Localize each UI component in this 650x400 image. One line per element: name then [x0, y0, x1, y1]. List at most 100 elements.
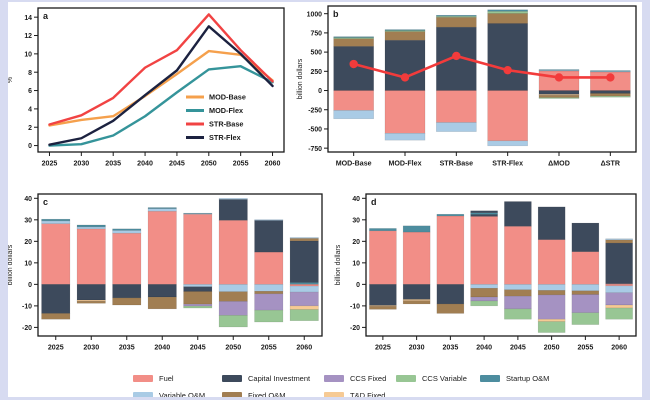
svg-text:STR-Flex: STR-Flex	[209, 133, 241, 142]
svg-text:billion dollars: billion dollars	[297, 58, 304, 99]
legend-label-fuel: Fuel	[159, 373, 174, 383]
legend-item-fuel: Fuel	[133, 372, 174, 384]
svg-text:0: 0	[318, 88, 322, 95]
legend-label-capital-investment: Capital Investment	[248, 373, 311, 383]
svg-text:%: %	[8, 77, 14, 83]
panel-c-chart: 40 30 20 10 0 -10 -20 2025 2030 2035 2040 2045 2050 2…	[8, 193, 323, 352]
svg-text:10: 10	[352, 260, 360, 267]
svg-text:STR-Base: STR-Base	[440, 160, 474, 168]
svg-text:2045: 2045	[169, 160, 185, 168]
svg-text:4: 4	[28, 106, 32, 113]
svg-text:30: 30	[24, 217, 32, 224]
svg-text:-250: -250	[308, 107, 322, 114]
legend-swatch-capital-investment	[222, 374, 242, 382]
legend-item-startup-om: Startup O&M	[480, 372, 549, 384]
svg-text:10: 10	[24, 260, 32, 267]
svg-text:2040: 2040	[154, 344, 170, 352]
legend-swatch-td-fixed	[324, 391, 344, 399]
svg-text:1000: 1000	[307, 11, 322, 18]
svg-text:b: b	[333, 9, 339, 19]
svg-text:a: a	[43, 11, 49, 21]
svg-text:2050: 2050	[201, 160, 217, 168]
svg-text:-500: -500	[308, 127, 322, 134]
svg-text:2040: 2040	[137, 160, 153, 168]
legend-swatch-startup-om	[480, 374, 500, 382]
svg-text:0: 0	[28, 282, 32, 289]
legend-swatch-fixed-om	[222, 391, 242, 399]
legend-label-td-fixed: T&D Fixed	[350, 390, 386, 400]
svg-text:-20: -20	[22, 325, 32, 332]
svg-text:MOD-Base: MOD-Base	[209, 93, 246, 102]
legend-label-ccs-variable: CCS Variable	[422, 373, 467, 383]
figure-bottom-margin	[0, 397, 650, 400]
panel-b-chart: 1000 750 500 250 0 -250 -500 -750 MOD-Base MOD-Fl…	[297, 5, 637, 168]
svg-text:30: 30	[352, 217, 360, 224]
svg-text:6: 6	[28, 88, 32, 95]
svg-text:ΔSTR: ΔSTR	[601, 160, 620, 168]
svg-text:40: 40	[352, 196, 360, 203]
svg-text:c: c	[43, 197, 48, 207]
legend-item-fixed-om: Fixed O&M	[222, 389, 286, 400]
legend-label-variable-om: Variable O&M	[159, 390, 206, 400]
svg-text:2035: 2035	[442, 344, 458, 352]
svg-text:d: d	[371, 197, 377, 207]
legend-label-ccs-fixed: CCS Fixed	[350, 373, 387, 383]
svg-text:ΔMOD: ΔMOD	[548, 160, 570, 168]
svg-text:-750: -750	[308, 146, 322, 153]
svg-text:250: 250	[311, 69, 323, 76]
svg-text:2055: 2055	[233, 160, 249, 168]
svg-text:10: 10	[24, 51, 32, 58]
svg-text:2030: 2030	[83, 344, 99, 352]
svg-text:500: 500	[311, 50, 323, 57]
svg-text:2045: 2045	[510, 344, 526, 352]
svg-text:2060: 2060	[296, 344, 312, 352]
legend-item-td-fixed: T&D Fixed	[324, 389, 385, 400]
svg-text:billion dollars: billion dollars	[8, 244, 14, 285]
legend-swatch-variable-om	[133, 391, 153, 399]
svg-text:2050: 2050	[225, 344, 241, 352]
svg-text:2035: 2035	[105, 160, 121, 168]
svg-text:MOD-Base: MOD-Base	[336, 160, 372, 168]
svg-text:2035: 2035	[119, 344, 135, 352]
svg-text:2050: 2050	[544, 344, 560, 352]
svg-text:billion dollars: billion dollars	[335, 244, 342, 285]
svg-text:2025: 2025	[48, 344, 64, 352]
svg-text:2030: 2030	[409, 344, 425, 352]
svg-text:MOD-Flex: MOD-Flex	[209, 106, 243, 115]
svg-text:2030: 2030	[73, 160, 89, 168]
svg-text:12: 12	[24, 33, 32, 40]
svg-text:40: 40	[24, 196, 32, 203]
figure-paper	[8, 2, 642, 397]
legend-swatch-ccs-fixed	[324, 374, 344, 382]
svg-text:2060: 2060	[265, 160, 281, 168]
svg-text:2055: 2055	[577, 344, 593, 352]
svg-text:20: 20	[352, 239, 360, 246]
svg-text:2040: 2040	[476, 344, 492, 352]
legend-item-ccs-variable: CCS Variable	[396, 372, 467, 384]
legend-item-variable-om: Variable O&M	[133, 389, 205, 400]
svg-text:MOD-Flex: MOD-Flex	[388, 160, 421, 168]
svg-text:8: 8	[28, 70, 32, 77]
legend-label-fixed-om: Fixed O&M	[248, 390, 286, 400]
svg-text:-10: -10	[350, 303, 360, 310]
legend-item-ccs-fixed: CCS Fixed	[324, 372, 386, 384]
legend-swatch-fuel	[133, 374, 153, 382]
svg-text:STR-Base: STR-Base	[209, 120, 243, 129]
svg-text:2045: 2045	[190, 344, 206, 352]
svg-text:2: 2	[28, 125, 32, 132]
svg-text:0: 0	[28, 143, 32, 150]
svg-text:STR-Flex: STR-Flex	[492, 160, 523, 168]
svg-text:-20: -20	[350, 325, 360, 332]
svg-text:2025: 2025	[42, 160, 58, 168]
svg-text:2025: 2025	[375, 344, 391, 352]
svg-text:-10: -10	[22, 303, 32, 310]
svg-text:2060: 2060	[611, 344, 627, 352]
svg-text:750: 750	[311, 30, 323, 37]
panel-a-chart: 0 2 4 6 8 10 12 14 2025 2030 2035 2040 2045 2050 2055 2…	[8, 7, 285, 168]
svg-text:14: 14	[24, 15, 32, 22]
svg-text:2055: 2055	[261, 344, 277, 352]
panel-d-chart: 40 30 20 10 0 -10 -20 2025 2030 2035 2040 2045 2050 2…	[335, 193, 637, 352]
legend-label-startup-om: Startup O&M	[506, 373, 550, 383]
legend-swatch-ccs-variable	[396, 374, 416, 382]
